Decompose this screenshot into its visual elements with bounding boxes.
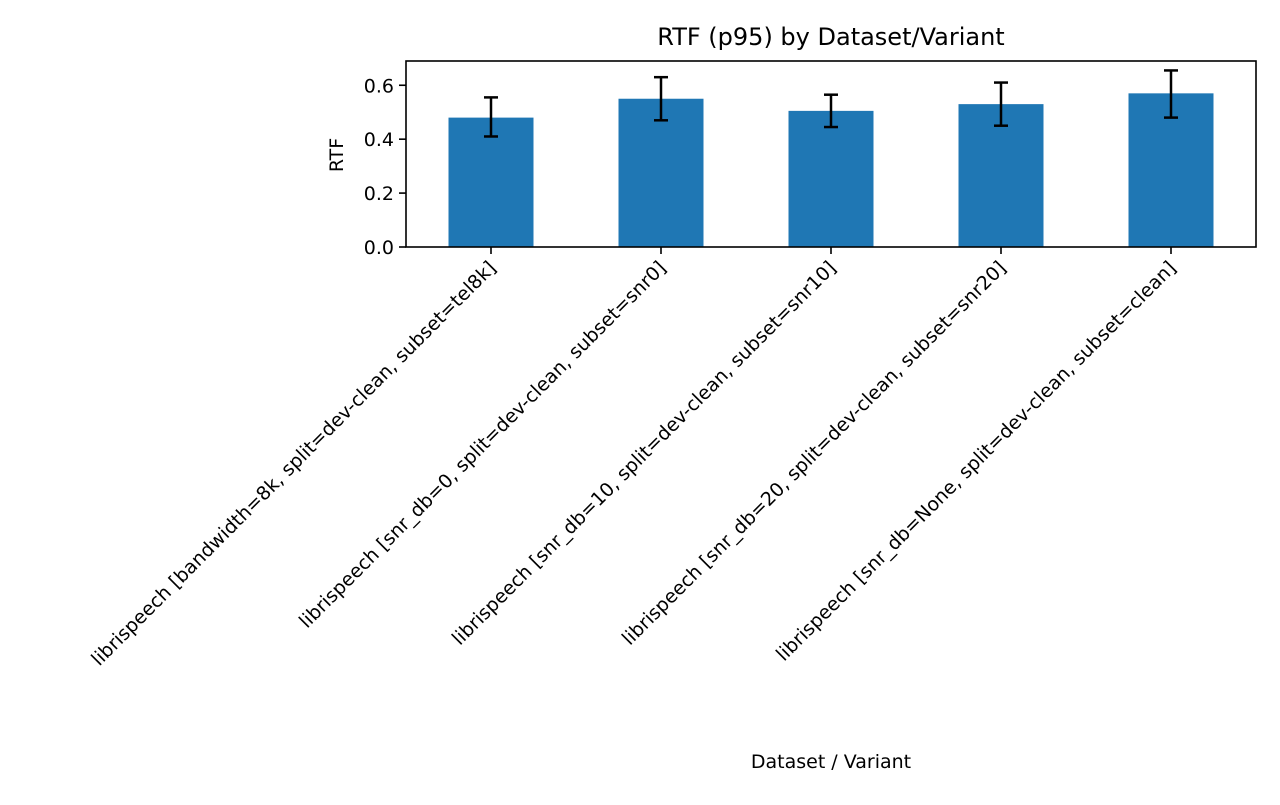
bar — [448, 117, 534, 247]
bar — [618, 98, 704, 247]
x-tick-label: librispeech [snr_db=None, split=dev-clea… — [772, 257, 1181, 666]
chart-title: RTF (p95) by Dataset/Variant — [657, 23, 1004, 51]
bar — [1128, 93, 1214, 247]
y-tick-label: 0.4 — [364, 129, 394, 151]
y-tick-label: 0.2 — [364, 183, 394, 205]
bar — [958, 104, 1044, 247]
x-tick-label: librispeech [bandwidth=8k, split=dev-cle… — [87, 257, 500, 670]
y-tick-label: 0.0 — [364, 237, 394, 259]
y-axis-label: RTF — [326, 138, 348, 172]
x-tick-label: librispeech [snr_db=0, split=dev-clean, … — [295, 257, 671, 633]
x-axis-label: Dataset / Variant — [751, 751, 911, 773]
x-tick-label: librispeech [snr_db=10, split=dev-clean,… — [448, 257, 841, 650]
x-tick-label: librispeech [snr_db=20, split=dev-clean,… — [618, 257, 1011, 650]
y-tick-label: 0.6 — [364, 75, 394, 97]
bar — [788, 110, 874, 247]
